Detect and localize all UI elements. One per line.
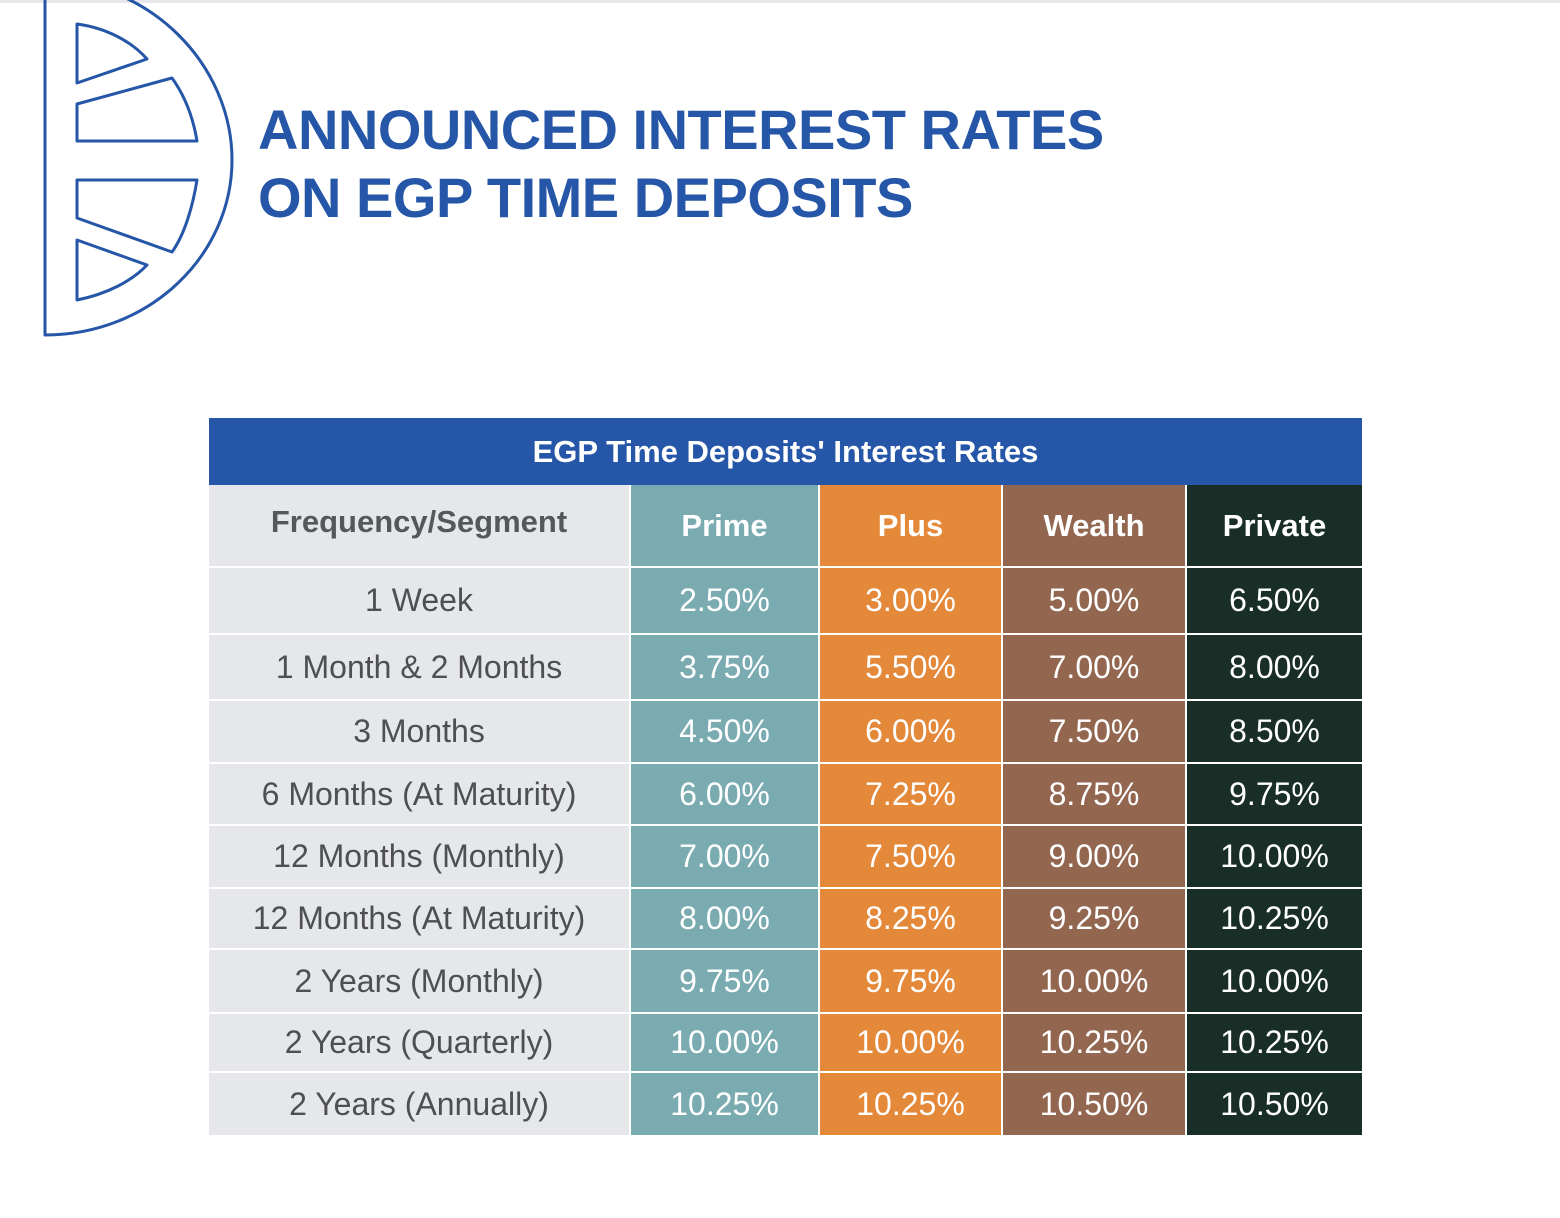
table-header-row: Frequency/Segment Prime Plus Wealth Priv… xyxy=(209,485,1362,568)
bank-logo-icon xyxy=(43,0,234,337)
prime-rate-cell: 3.75% xyxy=(629,634,819,701)
prime-rate-cell: 7.00% xyxy=(629,825,819,889)
prime-rate-cell: 8.00% xyxy=(629,888,819,950)
frequency-cell: 1 Month & 2 Months xyxy=(209,634,630,701)
private-rate-cell: 10.25% xyxy=(1185,888,1362,950)
plus-rate-cell: 10.00% xyxy=(818,1013,1002,1073)
plus-rate-cell: 9.75% xyxy=(818,949,1002,1014)
private-rate-cell: 6.50% xyxy=(1185,567,1362,635)
plus-rate-cell: 6.00% xyxy=(818,700,1002,764)
table-caption-row: EGP Time Deposits' Interest Rates xyxy=(209,418,1362,485)
page-title-line-1: ANNOUNCED INTEREST RATES xyxy=(258,98,1104,161)
wealth-rate-cell: 9.25% xyxy=(1001,888,1186,950)
table-caption: EGP Time Deposits' Interest Rates xyxy=(209,418,1362,485)
plus-rate-cell: 7.50% xyxy=(818,825,1002,889)
page-title-line-2: ON EGP TIME DEPOSITS xyxy=(258,166,913,229)
private-rate-cell: 10.25% xyxy=(1185,1013,1362,1073)
table-row: 12 Months (Monthly) 7.00% 7.50% 9.00% 10… xyxy=(209,825,1362,889)
column-header-private: Private xyxy=(1185,485,1362,568)
column-header-prime: Prime xyxy=(629,485,819,568)
column-header-plus: Plus xyxy=(818,485,1002,568)
wealth-rate-cell: 8.75% xyxy=(1001,763,1186,826)
wealth-rate-cell: 5.00% xyxy=(1001,567,1186,635)
frequency-cell: 6 Months (At Maturity) xyxy=(209,763,630,826)
table-row: 2 Years (Quarterly) 10.00% 10.00% 10.25%… xyxy=(209,1013,1362,1073)
wealth-rate-cell: 7.00% xyxy=(1001,634,1186,701)
plus-rate-cell: 7.25% xyxy=(818,763,1002,826)
frequency-cell: 2 Years (Quarterly) xyxy=(209,1013,630,1073)
table-row: 2 Years (Monthly) 9.75% 9.75% 10.00% 10.… xyxy=(209,949,1362,1014)
table-row: 3 Months 4.50% 6.00% 7.50% 8.50% xyxy=(209,700,1362,764)
wealth-rate-cell: 10.25% xyxy=(1001,1013,1186,1073)
private-rate-cell: 10.50% xyxy=(1185,1072,1362,1135)
plus-rate-cell: 10.25% xyxy=(818,1072,1002,1135)
wealth-rate-cell: 7.50% xyxy=(1001,700,1186,764)
frequency-cell: 12 Months (At Maturity) xyxy=(209,888,630,950)
frequency-cell: 2 Years (Monthly) xyxy=(209,949,630,1014)
table-row: 1 Month & 2 Months 3.75% 5.50% 7.00% 8.0… xyxy=(209,634,1362,701)
table-row: 2 Years (Annually) 10.25% 10.25% 10.50% … xyxy=(209,1072,1362,1135)
wealth-rate-cell: 9.00% xyxy=(1001,825,1186,889)
prime-rate-cell: 10.25% xyxy=(629,1072,819,1135)
column-header-frequency: Frequency/Segment xyxy=(209,485,630,568)
frequency-cell: 3 Months xyxy=(209,700,630,764)
private-rate-cell: 8.00% xyxy=(1185,634,1362,701)
table-row: 12 Months (At Maturity) 8.00% 8.25% 9.25… xyxy=(209,888,1362,950)
wealth-rate-cell: 10.00% xyxy=(1001,949,1186,1014)
wealth-rate-cell: 10.50% xyxy=(1001,1072,1186,1135)
private-rate-cell: 10.00% xyxy=(1185,825,1362,889)
plus-rate-cell: 5.50% xyxy=(818,634,1002,701)
plus-rate-cell: 8.25% xyxy=(818,888,1002,950)
column-header-wealth: Wealth xyxy=(1001,485,1186,568)
prime-rate-cell: 10.00% xyxy=(629,1013,819,1073)
interest-rates-table: EGP Time Deposits' Interest Rates Freque… xyxy=(209,418,1362,1135)
frequency-cell: 1 Week xyxy=(209,567,630,635)
plus-rate-cell: 3.00% xyxy=(818,567,1002,635)
prime-rate-cell: 4.50% xyxy=(629,700,819,764)
table-row: 6 Months (At Maturity) 6.00% 7.25% 8.75%… xyxy=(209,763,1362,826)
private-rate-cell: 8.50% xyxy=(1185,700,1362,764)
page-title: ANNOUNCED INTEREST RATES ON EGP TIME DEP… xyxy=(258,96,1104,232)
prime-rate-cell: 2.50% xyxy=(629,567,819,635)
frequency-cell: 2 Years (Annually) xyxy=(209,1072,630,1135)
table-row: 1 Week 2.50% 3.00% 5.00% 6.50% xyxy=(209,567,1362,635)
frequency-cell: 12 Months (Monthly) xyxy=(209,825,630,889)
top-rule xyxy=(0,0,1560,3)
prime-rate-cell: 9.75% xyxy=(629,949,819,1014)
private-rate-cell: 10.00% xyxy=(1185,949,1362,1014)
prime-rate-cell: 6.00% xyxy=(629,763,819,826)
private-rate-cell: 9.75% xyxy=(1185,763,1362,826)
